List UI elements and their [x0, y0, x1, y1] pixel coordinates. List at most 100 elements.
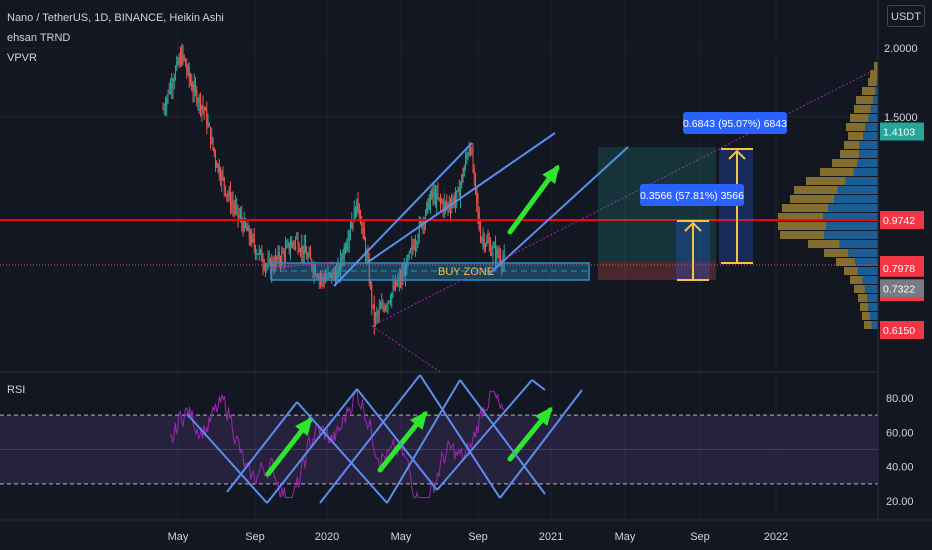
candle-body — [293, 243, 295, 245]
bracket-arrowhead — [728, 149, 746, 160]
price-badge-bg — [880, 279, 924, 298]
candle-body — [208, 123, 210, 127]
candle-body — [291, 242, 293, 248]
vpvr-bar-down — [848, 132, 863, 140]
vpvr-bar-up — [834, 195, 878, 203]
candle-body — [386, 305, 388, 307]
buy-zone-label: BUY ZONE — [438, 266, 494, 278]
vpvr-bar-down — [874, 62, 878, 70]
candle-body — [396, 281, 398, 286]
candle-body — [168, 90, 170, 93]
vpvr-bar-down — [856, 96, 874, 104]
candle-body — [312, 267, 314, 273]
rsi-channel-line — [386, 379, 461, 504]
candle-body — [220, 175, 221, 181]
indicator-vpvr[interactable]: VPVR — [7, 52, 37, 64]
target-label-1: 0.3566 (57.81%) 3566 — [640, 190, 744, 202]
rsi-channel-line — [419, 374, 501, 499]
candle-body — [372, 304, 374, 306]
vpvr-bar-up — [857, 159, 878, 167]
candle-body — [240, 215, 241, 217]
candle-body — [447, 203, 449, 206]
currency-button[interactable]: USDT — [887, 5, 925, 27]
indicator-ehsan-trnd[interactable]: ehsan TRND — [7, 32, 71, 44]
candle-body — [487, 240, 489, 243]
candle-body — [367, 255, 369, 261]
candle-body — [316, 275, 318, 277]
candle-body — [501, 262, 503, 266]
candle-body — [263, 264, 265, 269]
candle-body — [251, 235, 253, 243]
vpvr-bar-up — [826, 222, 878, 230]
candle-body — [425, 214, 426, 223]
candle-body — [465, 158, 466, 168]
candle-body — [497, 249, 499, 256]
price-badge: 1.4103 — [883, 127, 915, 139]
rsi-axis-tick: 20.00 — [886, 496, 914, 508]
candle-body — [398, 276, 400, 281]
candle-body — [175, 68, 176, 79]
candle-body — [292, 242, 294, 244]
arrow-head — [534, 406, 553, 426]
candle-body — [172, 82, 174, 88]
vpvr-bar-down — [850, 276, 863, 284]
candle-body — [345, 247, 346, 250]
candle-body — [218, 164, 220, 176]
candle-body — [373, 305, 375, 323]
candle-body — [485, 244, 486, 247]
rsi-channel-line — [499, 389, 583, 499]
candles — [162, 43, 505, 335]
candle-body — [391, 292, 393, 301]
candle-body — [277, 252, 279, 259]
candle-body — [356, 198, 358, 217]
candle-body — [223, 177, 225, 187]
vpvr-bar-up — [865, 123, 878, 131]
vpvr-bar-down — [870, 70, 878, 78]
vpvr-bar-up — [859, 150, 878, 158]
candle-body — [375, 314, 376, 323]
candle-body — [318, 276, 320, 279]
vpvr-bar-up — [823, 213, 878, 221]
candle-body — [256, 253, 258, 255]
rsi-channel-line — [319, 374, 421, 504]
trend-channel-line — [487, 146, 629, 276]
candle-body — [346, 244, 348, 250]
vpvr-bar-up — [824, 231, 878, 239]
candle-body — [333, 271, 335, 275]
candle-body — [226, 194, 228, 196]
candle-body — [317, 276, 319, 279]
candle-body — [393, 286, 395, 289]
vpvr-bar-down — [808, 240, 840, 248]
candle-body — [267, 261, 269, 266]
candle-body — [313, 267, 315, 273]
candle-body — [307, 256, 309, 259]
vpvr-bar-down — [846, 123, 866, 131]
trendline-support — [371, 67, 879, 327]
price-badge: 0.6150 — [883, 325, 915, 337]
candle-body — [246, 226, 248, 231]
candle-body — [481, 238, 483, 241]
candle-body — [352, 222, 354, 224]
candle-body — [211, 137, 213, 143]
rsi-label[interactable]: RSI — [7, 384, 26, 396]
candle-body — [288, 242, 290, 251]
candle-body — [385, 306, 386, 310]
time-axis-label: May — [391, 531, 412, 543]
candle-body — [461, 175, 463, 185]
candle-body — [253, 238, 255, 247]
candle-body — [331, 272, 333, 279]
candle-body — [377, 313, 379, 315]
candle-body — [282, 252, 284, 254]
candle-body — [435, 193, 436, 205]
vpvr-bar-up — [870, 105, 878, 113]
candle-body — [430, 198, 431, 209]
candle-body — [368, 260, 370, 283]
time-axis-label: 2021 — [539, 531, 563, 543]
candle-body — [358, 206, 360, 216]
candle-body — [426, 203, 428, 215]
candle-body — [167, 90, 169, 99]
vpvr-bar-down — [844, 267, 858, 275]
candle-body — [342, 258, 344, 260]
candle-body — [470, 148, 471, 154]
